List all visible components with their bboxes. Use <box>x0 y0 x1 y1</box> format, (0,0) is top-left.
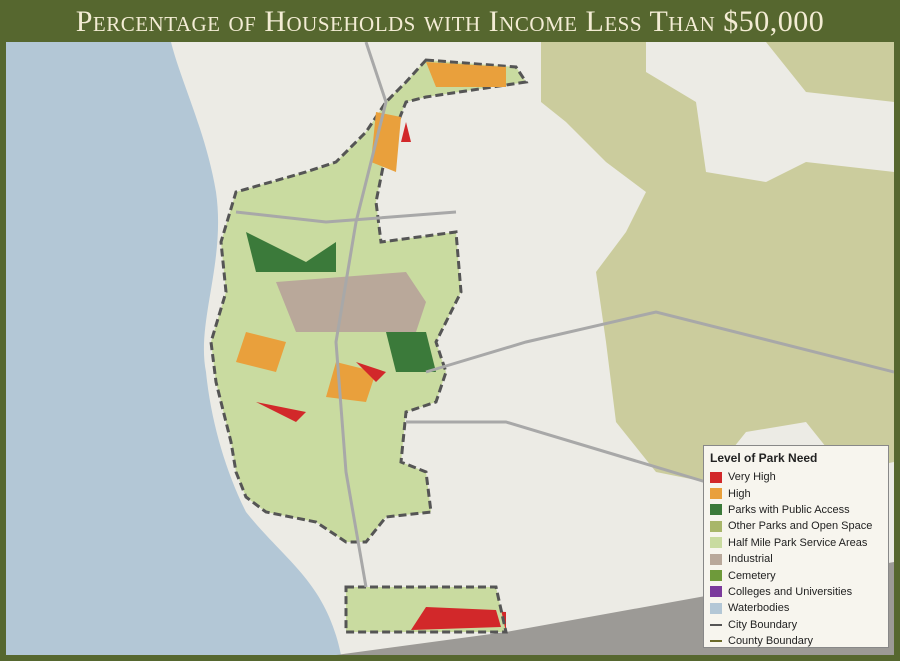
legend-swatch <box>710 488 722 500</box>
legend-swatch <box>710 586 722 598</box>
legend-swatch <box>710 520 722 532</box>
legend-label: City Boundary <box>728 618 798 631</box>
legend-item: Very High <box>710 469 882 485</box>
legend-label: Industrial <box>728 553 773 566</box>
legend-label: Colleges and Universities <box>728 585 853 598</box>
title: Percentage of Households with Income Les… <box>75 5 825 38</box>
legend-swatch <box>710 504 722 516</box>
legend-label: Very High <box>728 471 776 484</box>
legend-swatch <box>710 570 722 582</box>
legend-line <box>710 640 722 643</box>
legend-swatch <box>710 471 722 483</box>
legend-title: Level of Park Need <box>710 451 818 465</box>
legend-label: Other Parks and Open Space <box>728 520 873 533</box>
legend-item: Other Parks and Open Space <box>710 518 882 534</box>
legend-label: Waterbodies <box>728 602 790 615</box>
legend-label: Cemetery <box>728 569 776 582</box>
legend: Level of Park Need Very High High Parks wi… <box>703 445 889 648</box>
legend-label: County Boundary <box>728 635 813 648</box>
legend-item: Half Mile Park Service Areas <box>710 535 882 551</box>
legend-label: Parks with Public Access <box>728 503 850 516</box>
legend-item: Industrial <box>710 551 882 567</box>
legend-item: Waterbodies <box>710 600 882 616</box>
legend-label: Half Mile Park Service Areas <box>728 536 868 549</box>
map <box>6 42 894 655</box>
legend-swatch <box>710 602 722 614</box>
legend-items: Very High High Parks with Public Access Oth… <box>710 469 882 649</box>
legend-item: Parks with Public Access <box>710 502 882 518</box>
legend-label: High <box>728 487 751 500</box>
legend-line <box>710 623 722 626</box>
legend-swatch <box>710 537 722 549</box>
legend-item: City Boundary <box>710 617 882 633</box>
legend-item: Cemetery <box>710 567 882 583</box>
legend-item: County Boundary <box>710 633 882 649</box>
legend-item: High <box>710 485 882 501</box>
legend-item: Colleges and Universities <box>710 584 882 600</box>
legend-swatch <box>710 553 722 565</box>
